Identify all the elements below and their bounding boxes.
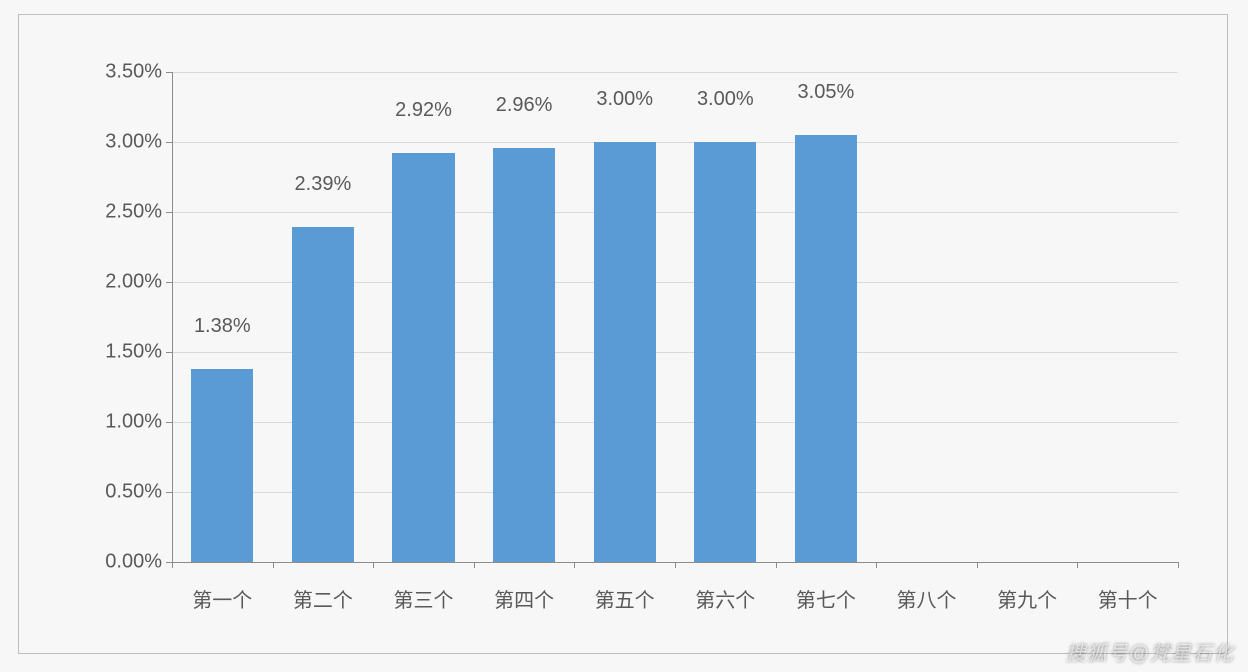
- bar: [694, 142, 756, 562]
- x-tick-mark: [876, 562, 877, 568]
- x-tick-mark: [675, 562, 676, 568]
- y-tick-label: 0.50%: [105, 481, 172, 504]
- bar-value-label: 2.96%: [496, 94, 553, 117]
- x-tick-label: 第四个: [494, 584, 554, 613]
- plot-area: 0.00%0.50%1.00%1.50%2.00%2.50%3.00%3.50%…: [172, 72, 1178, 562]
- x-tick-label: 第二个: [293, 584, 353, 613]
- x-tick-mark: [776, 562, 777, 568]
- x-tick-label: 第七个: [796, 584, 856, 613]
- x-tick-mark: [172, 562, 173, 568]
- y-tick-label: 1.50%: [105, 341, 172, 364]
- x-tick-mark: [474, 562, 475, 568]
- bar: [594, 142, 656, 562]
- y-tick-label: 3.50%: [105, 61, 172, 84]
- x-tick-label: 第十个: [1098, 584, 1158, 613]
- x-tick-mark: [373, 562, 374, 568]
- y-tick-label: 0.00%: [105, 551, 172, 574]
- bar-value-label: 1.38%: [194, 315, 251, 338]
- gridline: [172, 142, 1178, 143]
- bar-value-label: 3.00%: [596, 88, 653, 111]
- y-tick-label: 3.00%: [105, 131, 172, 154]
- x-tick-label: 第一个: [192, 584, 252, 613]
- x-tick-label: 第三个: [394, 584, 454, 613]
- gridline: [172, 72, 1178, 73]
- bar-value-label: 3.05%: [798, 81, 855, 104]
- bar-value-label: 2.92%: [395, 99, 452, 122]
- y-tick-label: 2.50%: [105, 201, 172, 224]
- y-axis-line: [172, 72, 173, 562]
- gridline: [172, 212, 1178, 213]
- x-tick-mark: [1178, 562, 1179, 568]
- bar: [493, 148, 555, 562]
- x-tick-mark: [1077, 562, 1078, 568]
- y-tick-label: 2.00%: [105, 271, 172, 294]
- y-tick-label: 1.00%: [105, 411, 172, 434]
- x-tick-label: 第九个: [997, 584, 1057, 613]
- x-tick-mark: [574, 562, 575, 568]
- bar: [392, 153, 454, 562]
- bar: [191, 369, 253, 562]
- x-tick-mark: [977, 562, 978, 568]
- bar: [795, 135, 857, 562]
- bar-value-label: 2.39%: [295, 173, 352, 196]
- bar: [292, 227, 354, 562]
- x-tick-label: 第六个: [695, 584, 755, 613]
- x-tick-mark: [273, 562, 274, 568]
- x-tick-label: 第八个: [897, 584, 957, 613]
- bar-value-label: 3.00%: [697, 88, 754, 111]
- x-tick-label: 第五个: [595, 584, 655, 613]
